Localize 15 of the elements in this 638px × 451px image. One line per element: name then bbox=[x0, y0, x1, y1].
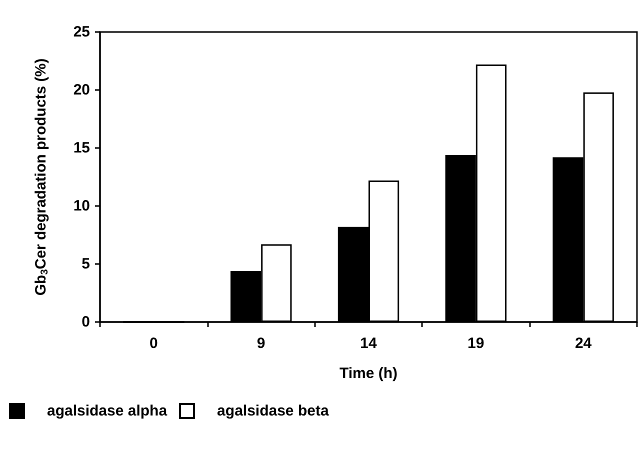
x-tick-label: 19 bbox=[468, 335, 484, 352]
y-tick-label: 25 bbox=[73, 24, 90, 40]
y-tick-label: 10 bbox=[73, 198, 90, 214]
y-tick-label: 5 bbox=[82, 256, 90, 272]
legend-label: agalsidase alpha bbox=[47, 402, 168, 420]
y-axis-title: Gb3Cer degradation products (%) bbox=[32, 58, 50, 296]
x-tick-label: 14 bbox=[360, 335, 378, 352]
y-tick-label: 15 bbox=[73, 140, 90, 156]
x-tick-label: 0 bbox=[150, 335, 158, 352]
legend-label: agalsidase beta bbox=[217, 402, 330, 420]
x-axis-title: Time (h) bbox=[339, 365, 398, 382]
x-tick-label: 24 bbox=[574, 335, 592, 352]
y-tick-label: 0 bbox=[82, 314, 90, 330]
x-tick-label: 9 bbox=[256, 335, 266, 352]
y-tick-label: 20 bbox=[73, 82, 90, 98]
